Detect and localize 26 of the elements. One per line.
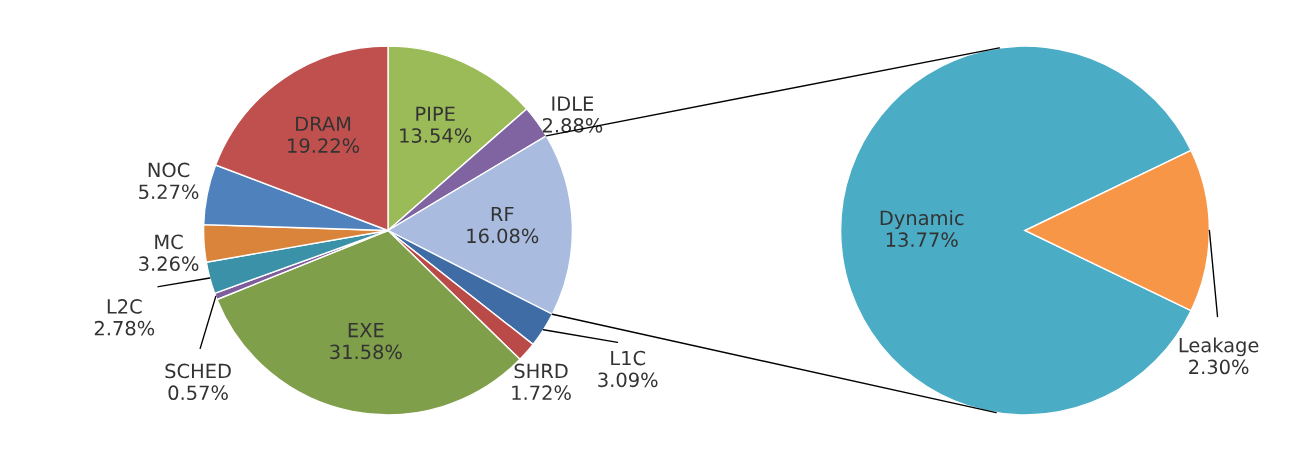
data-label: 1.72% — [512, 385, 571, 401]
data-label: 3.26% — [139, 256, 199, 271]
data-label: 2.88% — [542, 117, 603, 133]
data-label: 0.57% — [168, 385, 228, 401]
data-label: 31.58% — [330, 344, 402, 360]
slice-label: PIPE — [416, 106, 455, 121]
data-label: 5.27% — [139, 184, 199, 200]
slice-label: L1C — [611, 350, 646, 366]
slice-label: Leakage — [1179, 337, 1259, 357]
slice-label: SCHED — [165, 363, 231, 379]
data-label: 2.78% — [94, 320, 155, 336]
slice-label: Dynamic — [880, 210, 964, 229]
slice-label: MC — [155, 234, 183, 250]
data-label: 16.08% — [467, 228, 539, 244]
slice-label: NOC — [148, 162, 190, 178]
slice-label: SHRD — [514, 363, 568, 379]
data-label: 19.22% — [288, 138, 360, 153]
data-label: 13.77% — [886, 232, 958, 248]
slice-label: L2C — [107, 299, 142, 314]
slice-label: DRAM — [296, 116, 351, 131]
slice-label: EXE — [348, 322, 384, 338]
data-label: 2.30% — [1189, 359, 1249, 375]
slice-label: RF — [491, 206, 514, 222]
slice-label: IDLE — [552, 96, 594, 111]
data-label: 3.09% — [598, 372, 658, 388]
data-label: 13.54% — [400, 128, 472, 143]
